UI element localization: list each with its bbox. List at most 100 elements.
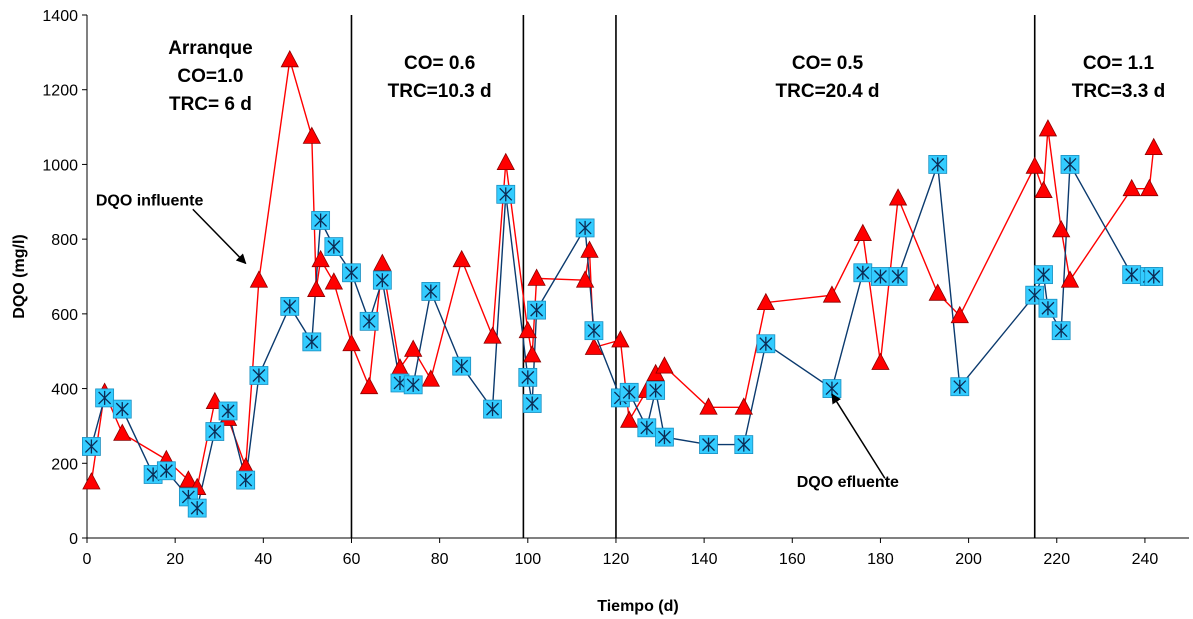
influente-point — [580, 240, 599, 258]
influente-point — [302, 126, 321, 144]
influente-point — [1038, 119, 1058, 137]
phase-label-line: TRC=20.4 d — [776, 81, 880, 102]
influente-point — [452, 249, 471, 268]
x-tick-label: 0 — [83, 551, 92, 568]
efluente-point — [1144, 267, 1164, 286]
efluente-point — [699, 435, 718, 455]
efluente-point-asterisk — [305, 334, 319, 349]
efluente-point-asterisk — [825, 381, 839, 396]
x-tick-label: 60 — [343, 551, 361, 568]
efluente-point — [187, 498, 207, 518]
annotation-label: DQO efluente — [797, 474, 899, 491]
efluente-point-asterisk — [856, 265, 870, 280]
efluente-point — [483, 399, 502, 419]
efluente-point — [637, 418, 657, 438]
efluente-point-asterisk — [1041, 301, 1055, 316]
influente-point — [1060, 270, 1080, 288]
efluente-point-asterisk — [702, 437, 715, 452]
efluente-point-asterisk — [252, 368, 266, 383]
efluente-point-asterisk — [759, 336, 773, 351]
influente-point — [655, 356, 674, 374]
influente-point — [523, 345, 542, 363]
influente-point — [342, 333, 361, 352]
phase-label-line: CO= 0.6 — [404, 53, 475, 74]
efluente-point-asterisk — [221, 403, 235, 418]
y-tick-label: 800 — [51, 232, 78, 249]
influente-point — [324, 272, 344, 290]
influente-point — [853, 223, 872, 241]
efluente-point — [403, 375, 423, 395]
efluente-point — [421, 282, 441, 301]
influente-point — [575, 270, 595, 288]
efluente-point-asterisk — [1125, 267, 1139, 282]
efluente-point-asterisk — [1037, 267, 1050, 282]
efluente-point-asterisk — [499, 187, 513, 202]
efluente-point — [280, 296, 300, 316]
phase-label-3: CO= 0.5 TRC=20.4 d — [776, 53, 880, 102]
efluente-point-asterisk — [190, 501, 204, 516]
efluente-point-asterisk — [159, 463, 173, 478]
influente-point — [390, 358, 410, 376]
x-tick-label: 240 — [1132, 551, 1159, 568]
annotation-arrow — [192, 208, 247, 265]
annotation-label: DQO influente — [96, 193, 204, 210]
influente-point — [1122, 178, 1141, 197]
influente-point — [113, 423, 132, 441]
efluente-point — [1060, 155, 1080, 174]
x-tick-label: 200 — [955, 551, 982, 568]
influente-point — [928, 283, 947, 301]
efluente-point-asterisk — [891, 269, 905, 284]
efluente-point-asterisk — [587, 323, 601, 338]
efluente-point-asterisk — [98, 390, 112, 405]
phase-label-line: CO= 0.5 — [792, 53, 864, 74]
efluente-point — [1122, 265, 1142, 285]
efluente-point — [646, 381, 666, 400]
efluente-point-asterisk — [486, 402, 499, 417]
y-tick-label: 400 — [51, 382, 78, 399]
efluente-point-asterisk — [314, 213, 328, 228]
influente-point — [518, 320, 537, 339]
efluente-point — [619, 382, 639, 402]
influente-point — [359, 376, 379, 395]
efluente-point — [205, 422, 225, 441]
phase-label-line: TRC=10.3 d — [388, 81, 492, 102]
efluente-point — [1051, 321, 1071, 341]
efluente-point — [888, 267, 908, 286]
efluente-point-asterisk — [375, 273, 389, 288]
influente-point — [404, 339, 423, 357]
efluente-point-asterisk — [283, 299, 297, 314]
influente-point — [1034, 180, 1053, 198]
efluente-point-asterisk — [424, 284, 438, 299]
efluente-point-asterisk — [1147, 269, 1161, 284]
influente-point — [734, 397, 753, 415]
y-tick-label: 0 — [69, 531, 78, 548]
efluente-point-asterisk — [455, 359, 469, 374]
efluente-point — [156, 461, 176, 481]
efluente-point — [1034, 265, 1053, 285]
efluente-point-asterisk — [327, 239, 341, 254]
efluente-point — [575, 218, 595, 238]
efluente-point-asterisk — [406, 377, 420, 392]
x-tick-label: 20 — [166, 551, 184, 568]
efluente-point-asterisk — [115, 402, 129, 417]
influente-point — [871, 352, 890, 370]
influente-point — [1025, 156, 1044, 174]
influente-point — [311, 249, 330, 268]
y-tick-label: 1400 — [42, 8, 78, 25]
influente-point — [373, 253, 392, 271]
efluente-point-asterisk — [84, 439, 98, 454]
efluente-point-asterisk — [345, 265, 358, 280]
influente-point — [280, 49, 299, 68]
efluente-point-asterisk — [362, 314, 376, 329]
efluente-point-asterisk — [525, 396, 539, 411]
influente-point — [82, 472, 101, 490]
influente-point — [822, 285, 842, 303]
phase-label-2: CO= 0.6 TRC=10.3 d — [388, 53, 492, 102]
influente-point — [756, 292, 775, 311]
influente-point — [611, 330, 630, 348]
efluente-point — [655, 427, 674, 447]
phase-label-line: CO= 1.1 — [1083, 53, 1155, 74]
influente-point — [483, 326, 502, 344]
phase-label-line: TRC=3.3 d — [1072, 81, 1165, 102]
phase-label-1: Arranque CO=1.0 TRC= 6 d — [168, 38, 252, 115]
